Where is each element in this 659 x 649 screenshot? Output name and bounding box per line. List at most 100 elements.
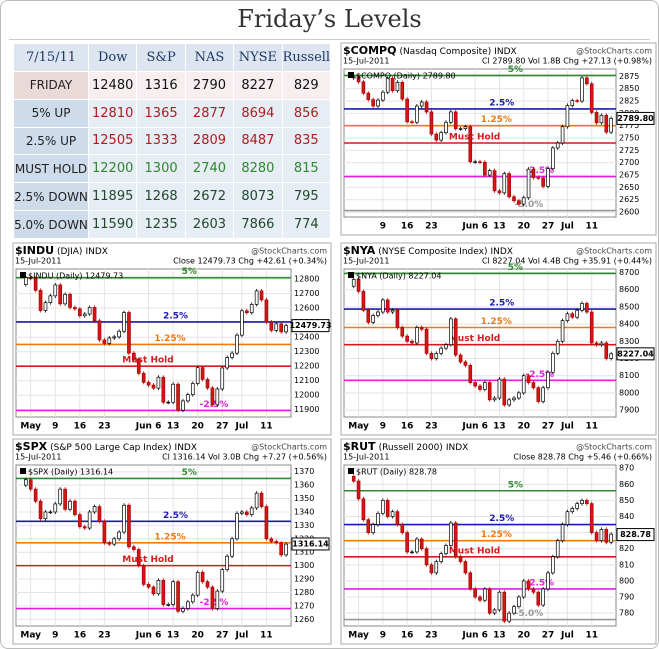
x-tick-label: 11 <box>585 631 598 641</box>
candle <box>166 401 171 404</box>
x-tick-label: 23 <box>98 631 111 641</box>
x-tick-label: May <box>20 422 41 432</box>
symbol: $COMPQ <box>343 44 396 57</box>
candle <box>400 327 405 337</box>
candle <box>381 500 385 514</box>
candle <box>483 588 487 601</box>
x-tick-label: 9 <box>52 422 58 432</box>
level-label: -5.0% <box>515 200 544 210</box>
y-tick-label: 2850 <box>619 84 639 93</box>
x-tick-label: Jun 6 <box>461 631 488 641</box>
candle <box>444 344 448 349</box>
candle <box>410 340 414 344</box>
candle <box>526 375 531 383</box>
candle <box>507 173 511 198</box>
header-cell: 7/15/11 <box>13 43 89 72</box>
value-cell: 8280 <box>233 154 283 184</box>
x-tick-label: 11 <box>260 631 273 641</box>
y-tick-label: 1370 <box>294 467 314 476</box>
x-tick-label: 13 <box>167 631 180 641</box>
candle <box>122 312 126 332</box>
y-tick-label: 12400 <box>294 333 319 342</box>
candle <box>497 190 502 194</box>
candle <box>82 313 87 317</box>
candle <box>604 529 609 543</box>
candle <box>230 352 234 358</box>
y-tick-label: 2825 <box>619 97 639 106</box>
candle <box>181 400 185 411</box>
candle <box>215 590 220 609</box>
exchange: INDX <box>85 247 107 257</box>
legend-swatch <box>348 72 354 78</box>
x-tick-label: 23 <box>98 422 111 432</box>
level-label: -2.5% <box>525 578 554 588</box>
candle <box>400 81 405 100</box>
header-cell: S&P <box>136 43 186 72</box>
candle <box>151 384 156 389</box>
value-cell: 2603 <box>184 210 235 239</box>
row-label: FRIDAY <box>13 70 89 100</box>
candle <box>200 571 205 583</box>
candle <box>225 555 229 571</box>
x-tick-label: 27 <box>542 422 555 432</box>
source: @StockCharts.com <box>251 443 327 452</box>
candle <box>594 342 599 346</box>
candle <box>512 397 516 401</box>
x-tick-label: 27 <box>216 631 229 641</box>
y-tick-label: 870 <box>619 464 634 473</box>
level-label: 2.5% <box>163 311 188 321</box>
y-tick-label: 1300 <box>294 561 314 570</box>
candle <box>210 586 215 609</box>
candle <box>434 133 439 141</box>
candle <box>127 312 131 354</box>
candle <box>58 284 63 305</box>
candle <box>521 375 526 394</box>
value-cell: 1268 <box>136 182 186 212</box>
candle <box>146 584 151 588</box>
candle <box>604 342 609 359</box>
candle <box>112 336 117 339</box>
x-tick-label: Jul <box>234 631 248 641</box>
candle <box>497 591 502 611</box>
date: 15-Jul-2011 <box>343 257 389 266</box>
candle <box>395 81 400 92</box>
x-tick-label: 16 <box>401 222 414 232</box>
level-label: Must Hold <box>449 546 500 556</box>
date: 15-Jul-2011 <box>15 257 61 266</box>
legend: $INDU (Daily) 12479.73 <box>28 272 123 281</box>
candle <box>502 378 507 406</box>
x-tick-label: 16 <box>74 422 87 432</box>
candle <box>609 353 613 359</box>
level-label: 1.25% <box>481 530 512 540</box>
candle <box>434 352 439 359</box>
candle <box>371 315 375 323</box>
y-tick-label: 1360 <box>294 481 314 490</box>
date: 15-Jul-2011 <box>343 453 389 462</box>
y-tick-label: 12700 <box>294 289 319 298</box>
value-cell: 11895 <box>87 182 138 212</box>
candle <box>410 551 414 554</box>
x-tick-label: 20 <box>517 222 530 232</box>
x-tick-label: 20 <box>517 422 530 432</box>
candle <box>492 170 497 192</box>
candle <box>429 352 434 359</box>
header-cell: Russell <box>281 43 332 72</box>
candle <box>195 367 200 384</box>
candle <box>589 83 594 113</box>
candle <box>585 77 589 85</box>
candle <box>33 488 38 502</box>
legend: $RUT (Daily) 828.78 <box>356 468 437 477</box>
candle <box>473 588 477 598</box>
candle <box>361 291 366 311</box>
source: @StockCharts.com <box>251 247 327 256</box>
candle <box>381 299 385 313</box>
symbol: $RUT <box>343 440 376 453</box>
candle <box>58 488 63 505</box>
x-tick-label: 13 <box>493 631 506 641</box>
candle <box>264 506 269 540</box>
candle <box>594 532 599 542</box>
candle <box>112 538 117 545</box>
level-label: 1.25% <box>481 115 512 125</box>
candle <box>376 512 380 525</box>
